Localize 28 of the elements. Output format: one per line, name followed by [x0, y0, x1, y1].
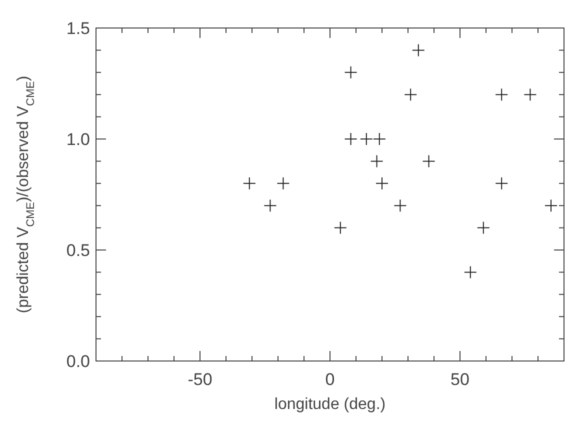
- point: [344, 132, 358, 146]
- point: [264, 199, 277, 212]
- point: [394, 199, 407, 212]
- point: [524, 88, 537, 102]
- point: [370, 154, 384, 168]
- point: [276, 176, 290, 190]
- point: [495, 88, 508, 102]
- point: [372, 132, 386, 146]
- y-tick-label: 0.5: [66, 241, 90, 260]
- x-tick-label: -50: [188, 370, 212, 389]
- y-tick-label: 1.0: [66, 130, 90, 149]
- point: [242, 176, 256, 190]
- y-tick-label: 1.5: [66, 19, 90, 38]
- point: [544, 199, 558, 212]
- point: [404, 88, 418, 102]
- point: [476, 221, 490, 234]
- x-tick-label: 50: [450, 370, 470, 389]
- point: [495, 176, 508, 190]
- point: [344, 66, 358, 79]
- x-tick-label: 0: [325, 370, 335, 389]
- point: [412, 44, 425, 57]
- point: [334, 221, 347, 234]
- point: [376, 176, 388, 190]
- y-tick-label: 0.0: [66, 352, 90, 371]
- point: [422, 154, 436, 168]
- point: [360, 132, 373, 146]
- point: [464, 266, 477, 279]
- x-axis-title: longitude (deg.): [274, 396, 386, 413]
